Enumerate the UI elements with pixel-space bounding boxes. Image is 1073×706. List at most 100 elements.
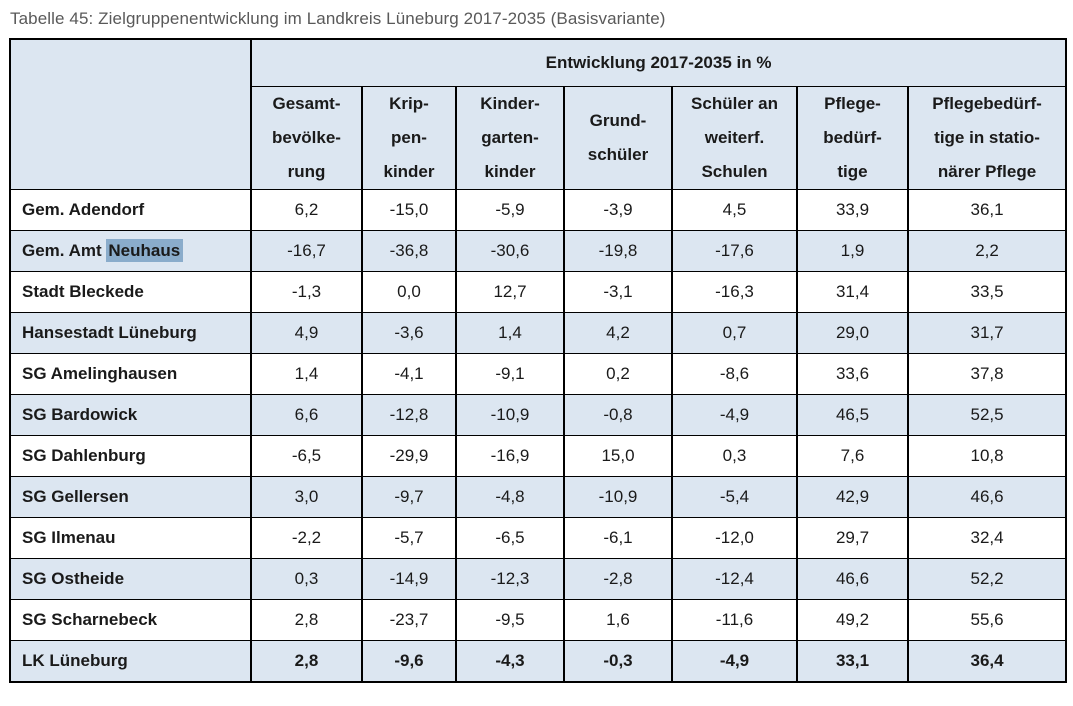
row-label: SG Scharnebeck bbox=[9, 599, 252, 641]
column-header-line: Pflege- bbox=[824, 94, 881, 113]
data-cell: -6,1 bbox=[563, 517, 673, 559]
data-cell: -4,1 bbox=[361, 353, 457, 395]
row-label: SG Bardowick bbox=[9, 394, 252, 436]
data-cell: -6,5 bbox=[250, 435, 363, 477]
corner-cell bbox=[9, 38, 252, 190]
data-cell: 0,3 bbox=[250, 558, 363, 600]
data-cell: -8,6 bbox=[671, 353, 798, 395]
table-row: SG Gellersen 3,0 -9,7 -4,8 -10,9 -5,4 42,9 46,6 bbox=[9, 476, 1068, 518]
data-cell: 1,4 bbox=[455, 312, 565, 354]
table-row: Gem. Amt Neuhaus -16,7 -36,8 -30,6 -19,8 -17,… bbox=[9, 230, 1068, 272]
data-cell: -23,7 bbox=[361, 599, 457, 641]
target-group-development-table: Entwicklung 2017-2035 in % Gesamt-bevölk… bbox=[9, 38, 1068, 683]
table-row: LK Lüneburg 2,8 -9,6 -4,3 -0,3 -4,9 33,1 36,4 bbox=[9, 640, 1068, 682]
data-cell: -4,9 bbox=[671, 394, 798, 436]
column-header-line: Schulen bbox=[701, 162, 768, 181]
column-header-0: Gesamt-bevölke-rung bbox=[250, 86, 363, 190]
column-header-3: Grund-schüler bbox=[563, 86, 673, 190]
data-cell: 4,9 bbox=[250, 312, 363, 354]
data-cell: -9,1 bbox=[455, 353, 565, 395]
data-cell: 0,0 bbox=[361, 271, 457, 313]
column-header-5: Pflege-bedürf-tige bbox=[796, 86, 909, 190]
data-cell: -4,8 bbox=[455, 476, 565, 518]
column-header-line: rung bbox=[287, 162, 326, 181]
data-cell: 2,8 bbox=[250, 640, 363, 682]
table-row: Gem. Adendorf 6,2 -15,0 -5,9 -3,9 4,5 33,9 36,1 bbox=[9, 189, 1068, 231]
data-cell: 0,2 bbox=[563, 353, 673, 395]
row-label: Gem. Amt Neuhaus bbox=[9, 230, 252, 272]
data-cell: -5,9 bbox=[455, 189, 565, 231]
data-cell: 33,9 bbox=[796, 189, 909, 231]
column-header-2: Kinder-garten-kinder bbox=[455, 86, 565, 190]
data-cell: 4,5 bbox=[671, 189, 798, 231]
data-cell: 33,5 bbox=[906, 271, 1068, 313]
data-cell: 49,2 bbox=[796, 599, 909, 641]
table-body: Gem. Adendorf 6,2 -15,0 -5,9 -3,9 4,5 33,9 36,1… bbox=[9, 189, 1068, 682]
data-cell: 12,7 bbox=[455, 271, 565, 313]
highlighted-text: Neuhaus bbox=[106, 239, 184, 262]
row-label: SG Dahlenburg bbox=[9, 435, 252, 477]
data-cell: -2,2 bbox=[250, 517, 363, 559]
column-header-line: bevölke- bbox=[272, 128, 341, 147]
data-cell: 42,9 bbox=[796, 476, 909, 518]
data-cell: -36,8 bbox=[361, 230, 457, 272]
table-row: Hansestadt Lüneburg 4,9 -3,6 1,4 4,2 0,7 29,0 3… bbox=[9, 312, 1068, 354]
data-cell: -3,1 bbox=[563, 271, 673, 313]
data-cell: -9,7 bbox=[361, 476, 457, 518]
column-header-line: weiterf. bbox=[704, 128, 765, 147]
column-header-line: kinder bbox=[383, 162, 435, 181]
table-row: Stadt Bleckede -1,3 0,0 12,7 -3,1 -16,3 31,4 33… bbox=[9, 271, 1068, 313]
data-cell: 3,0 bbox=[250, 476, 363, 518]
data-cell: -12,8 bbox=[361, 394, 457, 436]
group-header-cell: Entwicklung 2017-2035 in % bbox=[249, 38, 1068, 87]
row-label: LK Lüneburg bbox=[9, 640, 252, 682]
data-cell: 37,8 bbox=[906, 353, 1068, 395]
data-cell: 7,6 bbox=[796, 435, 909, 477]
row-label: Gem. Adendorf bbox=[9, 189, 252, 231]
data-cell: 1,6 bbox=[563, 599, 673, 641]
data-cell: 4,2 bbox=[563, 312, 673, 354]
data-cell: 52,2 bbox=[906, 558, 1068, 600]
row-label: Stadt Bleckede bbox=[9, 271, 252, 313]
column-header-line: tige in statio- bbox=[934, 128, 1040, 147]
data-cell: -0,8 bbox=[563, 394, 673, 436]
data-cell: -4,9 bbox=[671, 640, 798, 682]
data-cell: 29,0 bbox=[796, 312, 909, 354]
row-label: SG Ilmenau bbox=[9, 517, 252, 559]
data-cell: -17,6 bbox=[671, 230, 798, 272]
data-cell: -15,0 bbox=[361, 189, 457, 231]
column-header-line: Krip- bbox=[389, 94, 429, 113]
data-cell: 33,1 bbox=[796, 640, 909, 682]
data-cell: 46,6 bbox=[796, 558, 909, 600]
data-cell: -9,6 bbox=[361, 640, 457, 682]
data-cell: 0,7 bbox=[671, 312, 798, 354]
column-header-4: Schüler an weiterf. Schulen bbox=[671, 86, 798, 190]
data-cell: 32,4 bbox=[906, 517, 1068, 559]
data-cell: 1,9 bbox=[796, 230, 909, 272]
data-cell: 15,0 bbox=[563, 435, 673, 477]
data-cell: -9,5 bbox=[455, 599, 565, 641]
data-cell: 46,5 bbox=[796, 394, 909, 436]
column-header-line: pen- bbox=[391, 128, 427, 147]
data-cell: -19,8 bbox=[563, 230, 673, 272]
data-cell: -10,9 bbox=[455, 394, 565, 436]
table-row: SG Bardowick 6,6 -12,8 -10,9 -0,8 -4,9 46,5 52,… bbox=[9, 394, 1068, 436]
row-label: SG Gellersen bbox=[9, 476, 252, 518]
column-header-line: garten- bbox=[481, 128, 539, 147]
data-cell: -14,9 bbox=[361, 558, 457, 600]
data-cell: -11,6 bbox=[671, 599, 798, 641]
column-header-line: Grund- bbox=[589, 111, 647, 130]
data-cell: -10,9 bbox=[563, 476, 673, 518]
data-cell: -2,8 bbox=[563, 558, 673, 600]
table-row: SG Dahlenburg -6,5 -29,9 -16,9 15,0 0,3 7,6 10,… bbox=[9, 435, 1068, 477]
data-cell: -5,4 bbox=[671, 476, 798, 518]
data-cell: 0,3 bbox=[671, 435, 798, 477]
data-cell: 10,8 bbox=[906, 435, 1068, 477]
column-header-1: Krip-pen-kinder bbox=[361, 86, 457, 190]
data-cell: 33,6 bbox=[796, 353, 909, 395]
data-cell: -16,9 bbox=[455, 435, 565, 477]
data-cell: -4,3 bbox=[455, 640, 565, 682]
column-header-row: Gesamt-bevölke-rung Krip-pen-kinder Kinder… bbox=[10, 86, 1068, 190]
column-header-line: schüler bbox=[587, 145, 649, 164]
data-cell: 36,1 bbox=[906, 189, 1068, 231]
